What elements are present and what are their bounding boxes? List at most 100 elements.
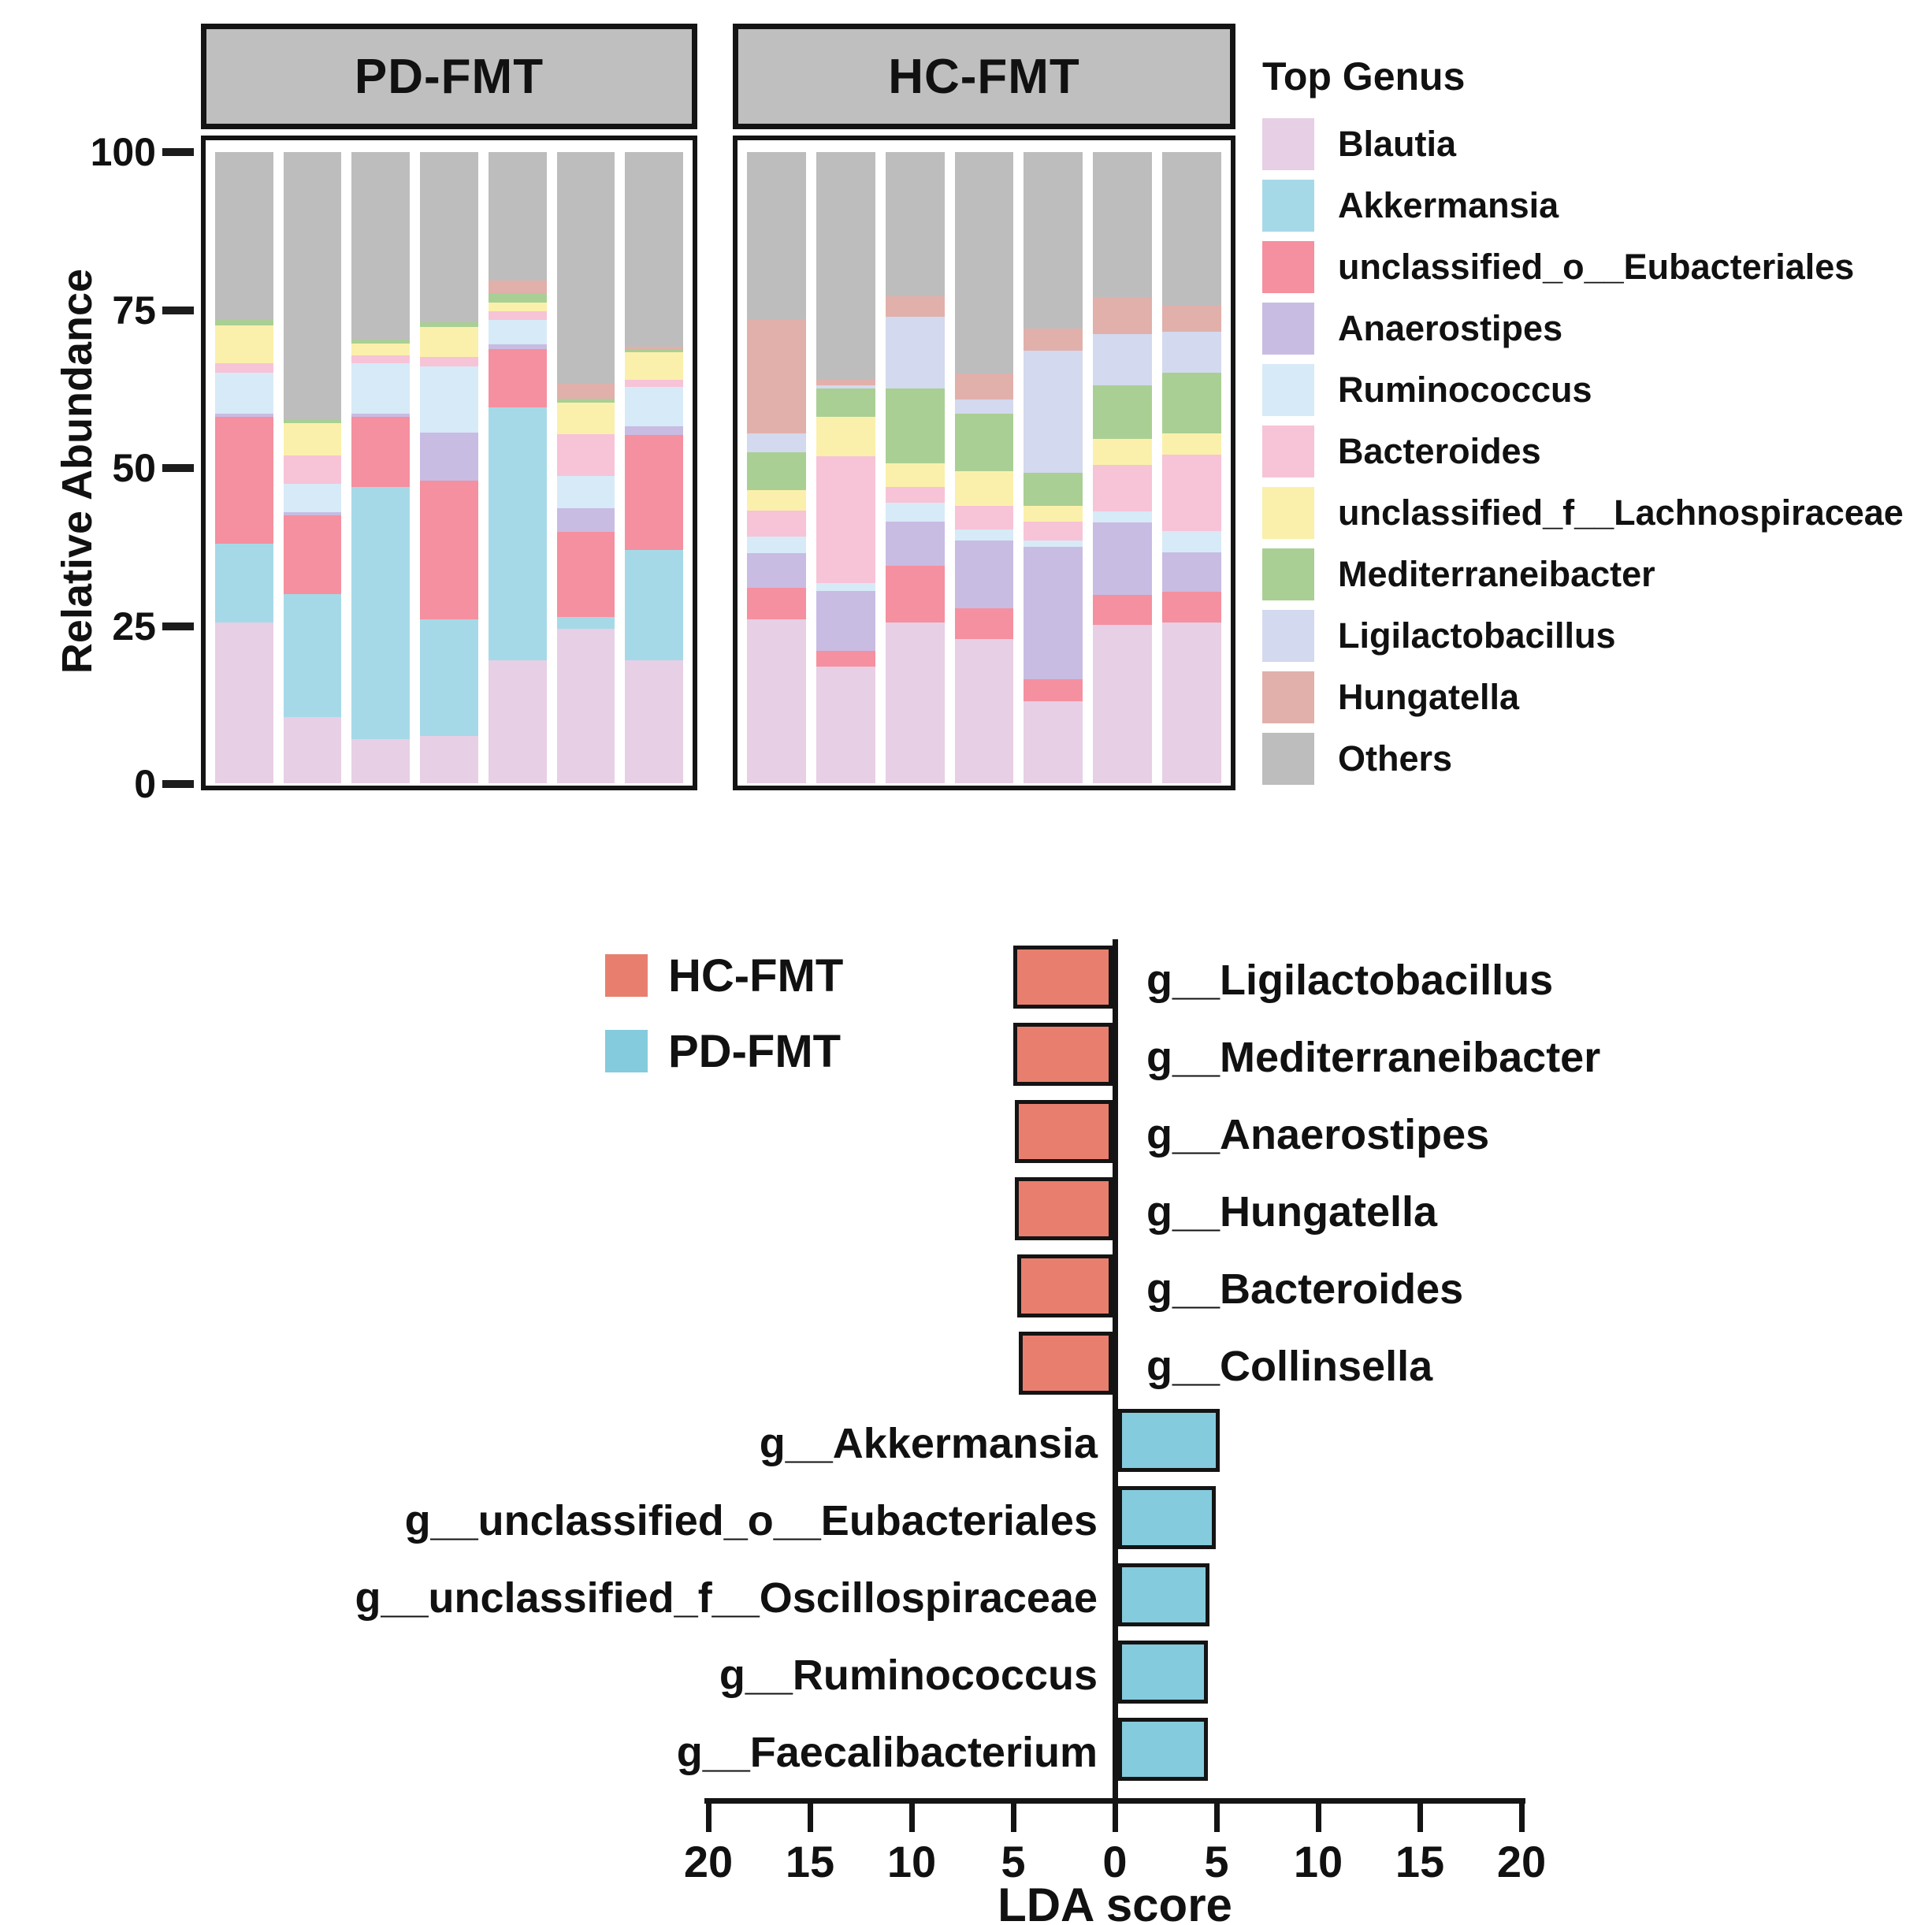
bar-segment-unclassified_o__Eubacteriales [885,566,945,622]
bar-segment-Others [1162,152,1222,306]
legend-swatch [1262,180,1314,232]
legend-label: Hungatella [1338,677,1520,717]
bar-segment-Mediterraneibacter [351,339,411,344]
bar-segment-Blautia [816,666,875,783]
bar-segment-Hungatella [954,373,1014,400]
bar-segment-Others [625,152,684,347]
lda-legend-label: PD-FMT [668,1025,842,1077]
bar-segment-Anaerostipes [351,414,411,418]
lda-bar-label: g__Mediterraneibacter [1146,1034,1601,1081]
lda-x-tick-label: 15 [785,1837,835,1886]
legend-swatch [1262,364,1314,416]
lda-bar-label: g__Ligilactobacillus [1146,957,1554,1004]
bar-segment-Others [488,152,547,281]
bar-segment-Blautia [351,738,411,783]
bar-segment-Others [954,152,1014,374]
lda-legend-item-PD-FMT: PD-FMT [605,1026,841,1077]
bar-segment-Mediterraneibacter [954,413,1014,472]
legend-label: unclassified_o__Eubacteriales [1338,247,1855,287]
legend-item-Mediterraneibacter: Mediterraneibacter [1262,544,1932,605]
bar-segment-Others [816,152,875,380]
bar-segment-Anaerostipes [747,552,806,588]
bar-segment-Blautia [556,628,615,783]
lda-bar-g__Ligilactobacillus [1012,946,1113,1009]
bar-segment-Mediterraneibacter [747,452,806,490]
lda-x-tick-label: 5 [1001,1837,1026,1886]
y-tick-mark [162,148,194,156]
bar-segment-Hungatella [1093,296,1153,334]
stacked-bar [283,152,342,783]
bar-segment-Anaerostipes [283,511,342,515]
bar-segment-unclassified_f__Lachnospiraceae [1093,438,1153,465]
bar-segment-unclassified_o__Eubacteriales [625,434,684,550]
bar-segment-Hungatella [556,383,615,399]
bar-segment-Hungatella [1024,329,1083,351]
bar-segment-unclassified_f__Lachnospiraceae [420,326,478,358]
bar-segment-Anaerostipes [488,344,547,349]
bar-segment-unclassified_f__Lachnospiraceae [885,463,945,487]
bar-segment-Others [351,152,411,340]
legend-item-Anaerostipes: Anaerostipes [1262,298,1932,359]
bar-segment-Akkermansia [351,486,411,739]
y-tick-mark [162,464,194,472]
bar-segment-Bacteroides [1024,521,1083,541]
lda-x-tick-label: 5 [1204,1837,1229,1886]
y-tick-mark [162,622,194,630]
bar-segment-Akkermansia [215,543,273,622]
bar-segment-Ruminococcus [351,363,411,414]
lda-bar-label: g__Faecalibacterium [676,1729,1098,1776]
bar-segment-Ruminococcus [816,583,875,591]
bar-segment-Others [1024,152,1083,329]
bar-segment-unclassified_o__Eubacteriales [215,417,273,544]
lda-bar-label: g__Collinsella [1146,1343,1433,1390]
bar-segment-Bacteroides [420,357,478,367]
bar-segment-unclassified_f__Lachnospiraceae [747,489,806,511]
bar-segment-Blautia [215,622,273,783]
bar-segment-unclassified_o__Eubacteriales [816,650,875,667]
bar-segment-unclassified_f__Lachnospiraceae [954,471,1014,507]
bar-segment-Others [1093,152,1153,297]
legend-label: Ligilactobacillus [1338,615,1616,656]
legend-swatch [1262,548,1314,600]
stacked-bar [1162,152,1222,783]
bar-segment-Others [420,152,478,323]
bar-segment-Hungatella [488,280,547,293]
lda-legend-swatch [605,954,648,997]
legend-label: Mediterraneibacter [1338,554,1655,594]
bar-segment-Ruminococcus [625,387,684,427]
bar-segment-unclassified_f__Lachnospiraceae [1024,505,1083,522]
bar-segment-Ruminococcus [747,536,806,553]
stacked-bar [420,152,478,783]
y-tick-label: 100 [90,130,156,174]
bar-segment-Ligilactobacillus [885,317,945,389]
bar-segment-unclassified_f__Lachnospiraceae [215,325,273,364]
bar-segment-Mediterraneibacter [488,292,547,303]
legend-item-Ligilactobacillus: Ligilactobacillus [1262,605,1932,667]
panel-plot-PD-FMT [201,136,697,790]
bar-segment-Bacteroides [1162,454,1222,532]
bar-segment-Others [747,152,806,320]
legend-label: Bacteroides [1338,431,1541,471]
bar-segment-Others [885,152,945,296]
legend-swatch [1262,303,1314,355]
stacked-bar [488,152,547,783]
x-axis-title: LDA score [998,1879,1232,1925]
lda-x-tick [1214,1804,1220,1832]
bar-segment-unclassified_o__Eubacteriales [420,480,478,619]
stacked-bar [747,152,806,783]
bar-segment-Mediterraneibacter [1093,385,1153,439]
bar-segment-Bacteroides [816,456,875,584]
lda-x-tick-label: 10 [886,1837,937,1886]
bar-segment-unclassified_f__Lachnospiraceae [488,303,547,311]
bar-segment-Bacteroides [351,355,411,364]
lda-x-tick-label: 0 [1102,1837,1128,1886]
lda-x-tick [1011,1804,1016,1832]
y-tick-mark [162,306,194,314]
bar-segment-Mediterraneibacter [215,320,273,325]
bar-segment-Bacteroides [885,486,945,504]
legend-label: Ruminococcus [1338,370,1592,410]
legend-swatch [1262,610,1314,662]
bar-segment-Blautia [1093,624,1153,783]
bar-segment-Ruminococcus [885,503,945,522]
bar-segment-Ruminococcus [283,483,342,512]
